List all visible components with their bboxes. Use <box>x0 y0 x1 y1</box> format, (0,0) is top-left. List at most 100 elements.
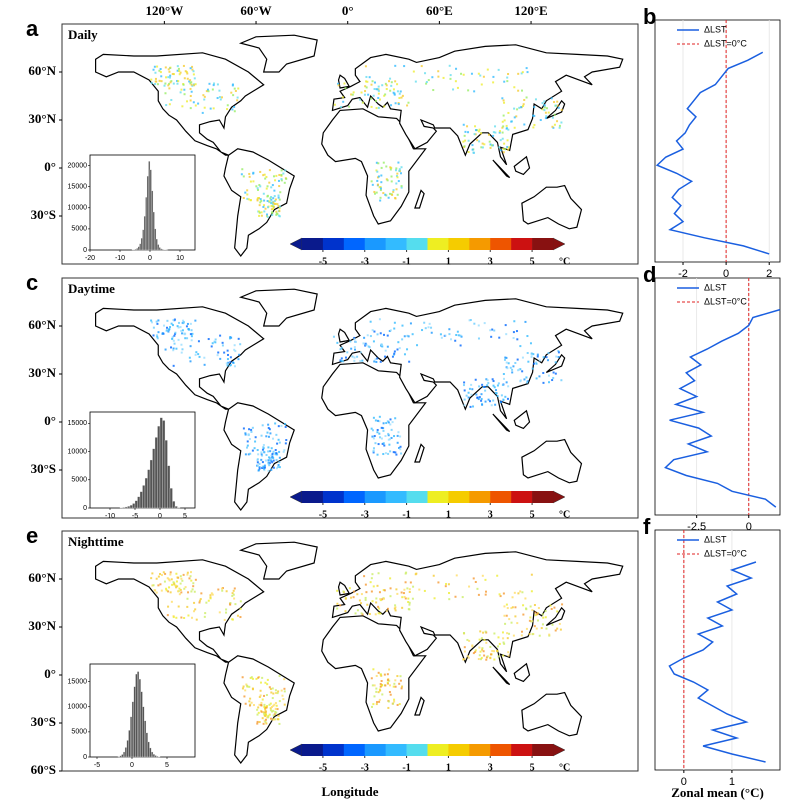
map-pixel <box>267 446 270 449</box>
map-pixel <box>557 351 560 354</box>
map-pixel <box>280 173 283 176</box>
map-pixel <box>521 71 524 74</box>
map-pixel <box>404 581 407 584</box>
map-pixel <box>556 120 559 123</box>
map-pixel <box>498 146 501 149</box>
map-pixel <box>340 105 343 108</box>
map-pixel <box>378 700 381 703</box>
map-pixel <box>268 428 271 431</box>
map-pixel <box>219 98 222 101</box>
map-pixel <box>392 353 395 356</box>
map-pixel <box>172 616 175 619</box>
map-pixel <box>268 181 271 184</box>
map-pixel <box>276 708 279 711</box>
map-pixel <box>272 459 275 462</box>
y-tick-label: 5000 <box>71 226 87 233</box>
map-pixel <box>430 326 433 329</box>
map-pixel <box>390 428 393 431</box>
map-pixel <box>491 144 494 147</box>
map-pixel <box>363 575 366 578</box>
map-pixel <box>229 603 232 606</box>
map-pixel <box>265 722 268 725</box>
map-pixel <box>395 182 398 185</box>
map-pixel <box>270 202 273 205</box>
map-pixel <box>552 126 555 129</box>
map-pixel <box>377 175 380 178</box>
map-pixel <box>275 212 278 215</box>
map-pixel <box>238 353 241 356</box>
map-pixel <box>364 344 367 347</box>
map-pixel <box>252 704 255 707</box>
map-pixel <box>160 574 163 577</box>
colorbar-tick-label: 3 <box>488 762 493 773</box>
map-pixel <box>494 131 497 134</box>
map-pixel <box>497 68 500 71</box>
map-pixel <box>223 351 226 354</box>
map-pixel <box>385 609 388 612</box>
map-pixel <box>226 358 229 361</box>
map-pixel <box>368 76 371 79</box>
map-pixel <box>159 572 162 575</box>
map-pixel <box>246 189 249 192</box>
map-pixel <box>376 179 379 182</box>
map-pixel <box>511 606 514 609</box>
map-pixel <box>277 690 280 693</box>
map-pixel <box>333 103 336 106</box>
map-pixel <box>167 578 170 581</box>
map-pixel <box>181 579 184 582</box>
map-pixel <box>392 88 395 91</box>
map-pixel <box>284 426 287 429</box>
map-pixel <box>386 681 389 684</box>
map-pixel <box>182 64 185 67</box>
hist-bar <box>151 190 154 251</box>
land-outline <box>331 298 624 420</box>
map-pixel <box>384 93 387 96</box>
map-pixel <box>378 98 381 101</box>
map-pixel <box>259 170 262 173</box>
map-pixel <box>274 707 277 710</box>
map-pixel <box>398 97 401 100</box>
map-pixel <box>270 186 273 189</box>
map-pixel <box>463 398 466 401</box>
map-pixel <box>476 396 479 399</box>
map-pixel <box>247 433 250 436</box>
map-pixel <box>256 720 259 723</box>
map-pixel <box>182 321 185 324</box>
map-pixel <box>473 133 476 136</box>
map-pixel <box>479 650 482 653</box>
map-pixel <box>492 131 495 134</box>
map-pixel <box>470 393 473 396</box>
map-pixel <box>199 598 202 601</box>
map-pixel <box>531 609 534 612</box>
map-pixel <box>273 718 276 721</box>
map-pixel <box>233 365 236 368</box>
map-pixel <box>507 362 510 365</box>
map-pixel <box>506 80 509 83</box>
map-pixel <box>528 619 531 622</box>
map-pixel <box>513 86 516 89</box>
map-pixel <box>389 77 392 80</box>
map-pixel <box>474 378 477 381</box>
map-pixel <box>404 572 407 575</box>
map-pixel <box>270 198 273 201</box>
map-pixel <box>516 358 519 361</box>
map-pixel <box>168 586 171 589</box>
map-pixel <box>378 318 381 321</box>
map-pixel <box>371 183 374 186</box>
map-pixel <box>275 704 278 707</box>
map-pixel <box>558 126 561 129</box>
map-pixel <box>150 81 153 84</box>
map-pixel <box>484 389 487 392</box>
map-pixel <box>256 188 259 191</box>
map-pixel <box>483 385 486 388</box>
map-pixel <box>190 329 193 332</box>
map-pixel <box>551 116 554 119</box>
colorbar-segment <box>302 744 324 756</box>
map-pixel <box>538 634 541 637</box>
y-tick-label: 0 <box>83 754 87 761</box>
map-pixel <box>186 605 189 608</box>
map-pixel <box>506 139 509 142</box>
map-pixel <box>393 682 396 685</box>
map-pixel <box>376 453 379 456</box>
map-pixel <box>478 654 481 657</box>
